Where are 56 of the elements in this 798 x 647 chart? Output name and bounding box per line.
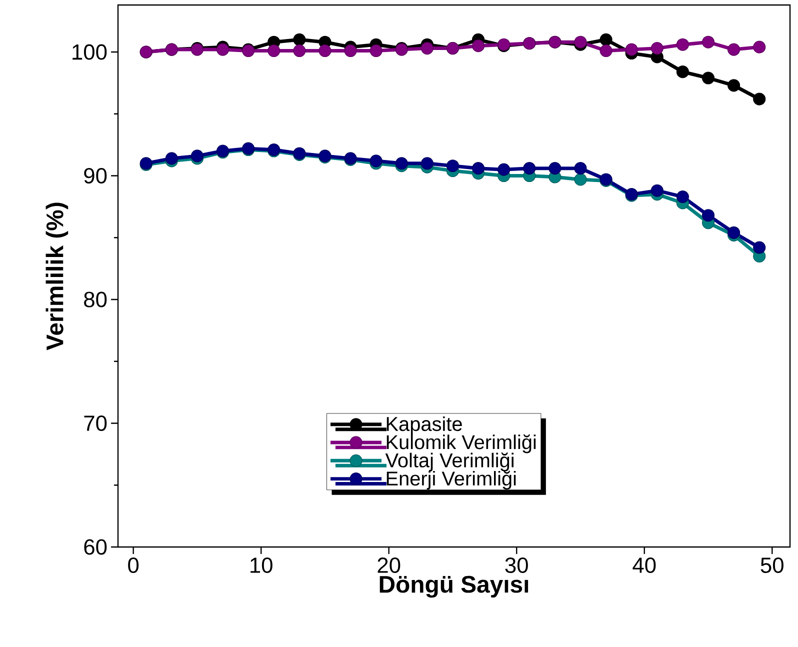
point (472, 40, 485, 52)
point (676, 190, 689, 204)
point (650, 184, 664, 197)
point (370, 44, 382, 58)
x-tick-label: 50 (760, 557, 784, 574)
point (523, 162, 536, 175)
point (753, 241, 766, 254)
point (420, 157, 434, 170)
x-tick-label: 20 (378, 557, 400, 574)
point (446, 160, 460, 172)
point (344, 44, 357, 58)
y-tick-label: 100 (72, 44, 107, 60)
point (318, 44, 332, 58)
point (370, 154, 382, 168)
point (728, 226, 740, 239)
point (293, 33, 306, 46)
point (728, 79, 740, 92)
point (216, 43, 230, 56)
legend-label: Kulomik Verimliği (386, 434, 536, 454)
point (702, 72, 715, 84)
y-axis-title: Verimlilik (%) (46, 202, 68, 350)
x-axis-title: Döngü Sayısı (380, 576, 528, 598)
point (753, 92, 766, 106)
point (728, 43, 740, 56)
x-tick-label: 0 (128, 557, 139, 574)
point (165, 152, 178, 165)
point (268, 44, 280, 58)
point (600, 44, 612, 58)
y-tick-label: 80 (84, 292, 107, 308)
point (600, 33, 612, 46)
point (625, 43, 638, 56)
point (498, 163, 510, 176)
x-tick-label: 30 (505, 557, 528, 574)
point (548, 162, 562, 175)
legend-label: Enerji Verimliği (386, 470, 516, 490)
point (650, 42, 664, 55)
y-tick-label: 70 (84, 415, 107, 432)
point (472, 162, 485, 175)
point (420, 42, 434, 55)
point (676, 66, 689, 78)
point (753, 40, 766, 54)
y-tick-label: 90 (84, 168, 107, 184)
x-tick-label: 40 (632, 557, 656, 574)
point (702, 209, 715, 222)
point (574, 173, 587, 186)
x-tick-label: 10 (250, 557, 272, 574)
legend-label: Kapasite (386, 416, 462, 436)
y-tick-label: 60 (84, 539, 107, 555)
point (190, 150, 204, 162)
point (676, 38, 689, 51)
point (574, 162, 587, 175)
legend-label: Voltaj Verimliği (385, 452, 514, 472)
point (702, 36, 715, 48)
point (574, 36, 587, 48)
point (293, 44, 306, 58)
point (395, 157, 408, 170)
